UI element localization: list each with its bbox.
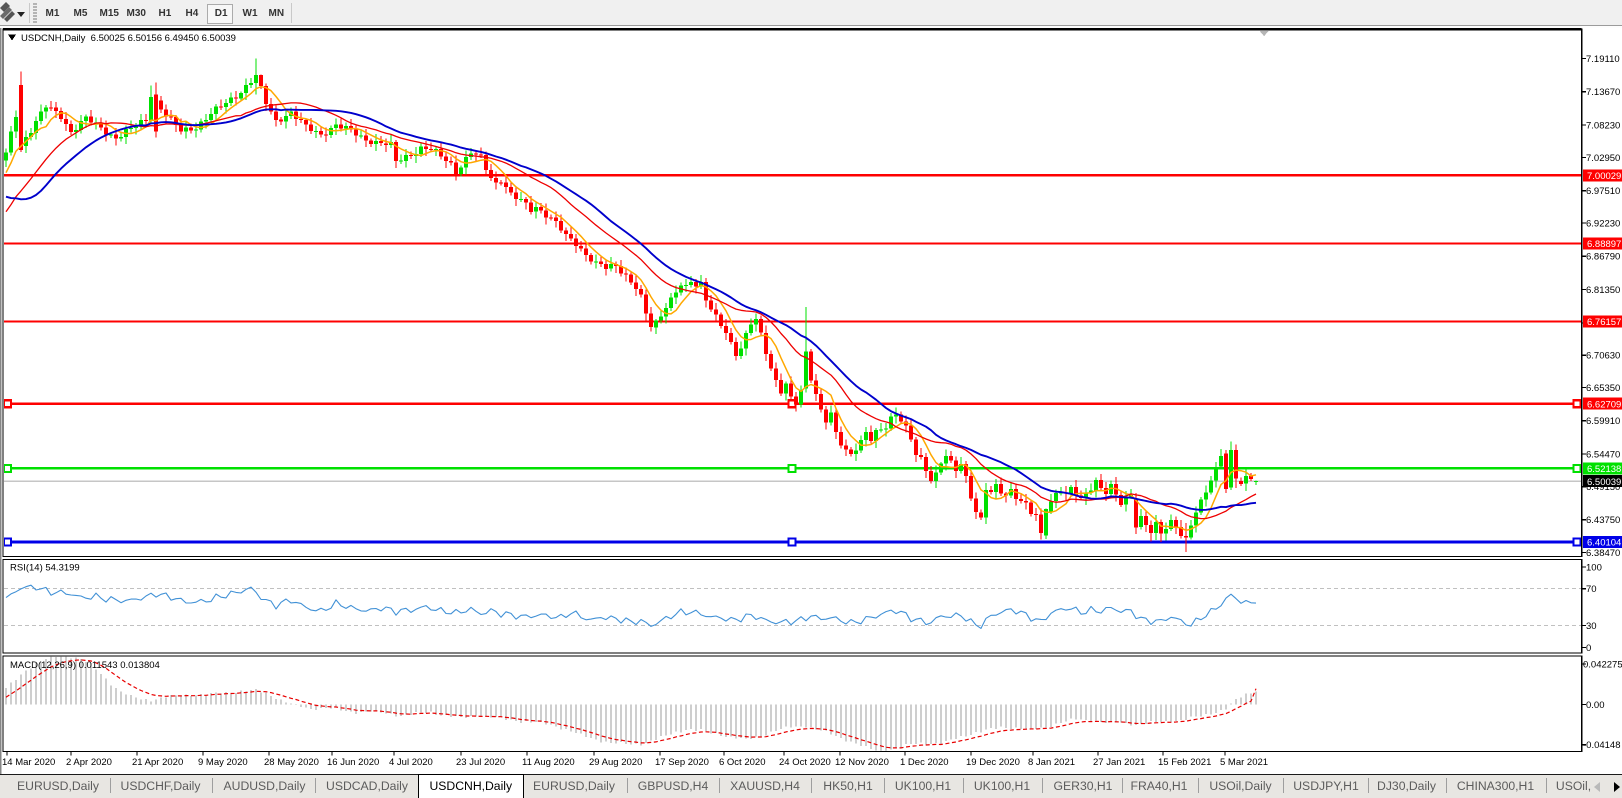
svg-text:7.19110: 7.19110 [1586,54,1620,65]
svg-text:0.042275: 0.042275 [1583,659,1622,670]
svg-text:9 May 2020: 9 May 2020 [198,757,248,768]
svg-text:6.70630: 6.70630 [1586,351,1620,362]
svg-text:14 Mar 2020: 14 Mar 2020 [2,757,55,768]
svg-text:30: 30 [1586,621,1597,632]
svg-text:7.13670: 7.13670 [1586,87,1620,98]
svg-text:6.65350: 6.65350 [1586,383,1620,394]
svg-text:24 Oct 2020: 24 Oct 2020 [779,757,831,768]
svg-text:4 Jul 2020: 4 Jul 2020 [389,757,433,768]
svg-text:6.76157: 6.76157 [1587,317,1621,328]
svg-text:6.40104: 6.40104 [1587,538,1621,549]
svg-text:21 Apr 2020: 21 Apr 2020 [132,757,183,768]
svg-text:6.54470: 6.54470 [1586,450,1620,461]
svg-text:5 Mar 2021: 5 Mar 2021 [1220,757,1268,768]
svg-text:-0.04148: -0.04148 [1583,740,1621,751]
svg-text:8 Jan 2021: 8 Jan 2021 [1028,757,1075,768]
svg-text:7.08230: 7.08230 [1586,121,1620,132]
svg-text:6.86790: 6.86790 [1586,252,1620,263]
svg-text:29 Aug 2020: 29 Aug 2020 [589,757,642,768]
svg-text:6.88897: 6.88897 [1587,239,1621,250]
svg-text:27 Jan 2021: 27 Jan 2021 [1093,757,1145,768]
svg-text:70: 70 [1586,584,1597,595]
svg-text:11 Aug 2020: 11 Aug 2020 [522,757,575,768]
svg-text:6.62709: 6.62709 [1587,399,1621,410]
svg-text:RSI(14) 54.3199: RSI(14) 54.3199 [10,562,80,573]
svg-text:MACD(12,26,9) 0.011543 0.01380: MACD(12,26,9) 0.011543 0.013804 [10,660,160,671]
svg-text:6.49150: 6.49150 [1586,482,1620,493]
svg-text:6.50039: 6.50039 [1587,477,1621,488]
svg-text:15 Feb 2021: 15 Feb 2021 [1158,757,1211,768]
svg-text:0: 0 [1586,643,1591,654]
svg-text:7.00029: 7.00029 [1587,171,1621,182]
svg-text:12 Nov 2020: 12 Nov 2020 [835,757,889,768]
svg-text:19 Dec 2020: 19 Dec 2020 [966,757,1020,768]
svg-text:2 Apr 2020: 2 Apr 2020 [66,757,112,768]
svg-text:6.52138: 6.52138 [1587,464,1621,475]
svg-text:0.00: 0.00 [1586,700,1605,711]
svg-text:17 Sep 2020: 17 Sep 2020 [655,757,709,768]
svg-text:USDCNH,Daily 6.50025 6.50156: USDCNH,Daily 6.50025 6.50156 6.49450 6.5… [21,33,236,44]
svg-text:6.81350: 6.81350 [1586,285,1620,296]
svg-text:16 Jun 2020: 16 Jun 2020 [327,757,379,768]
svg-text:1 Dec 2020: 1 Dec 2020 [900,757,949,768]
svg-text:6.43750: 6.43750 [1586,515,1620,526]
svg-text:100: 100 [1586,562,1602,573]
svg-text:6.92230: 6.92230 [1586,218,1620,229]
svg-text:6.59910: 6.59910 [1586,416,1620,427]
svg-text:28 May 2020: 28 May 2020 [264,757,319,768]
svg-text:6.38470: 6.38470 [1586,548,1620,559]
svg-text:7.02950: 7.02950 [1586,153,1620,164]
svg-text:23 Jul 2020: 23 Jul 2020 [456,757,505,768]
svg-text:6 Oct 2020: 6 Oct 2020 [719,757,765,768]
svg-text:6.97510: 6.97510 [1586,186,1620,197]
